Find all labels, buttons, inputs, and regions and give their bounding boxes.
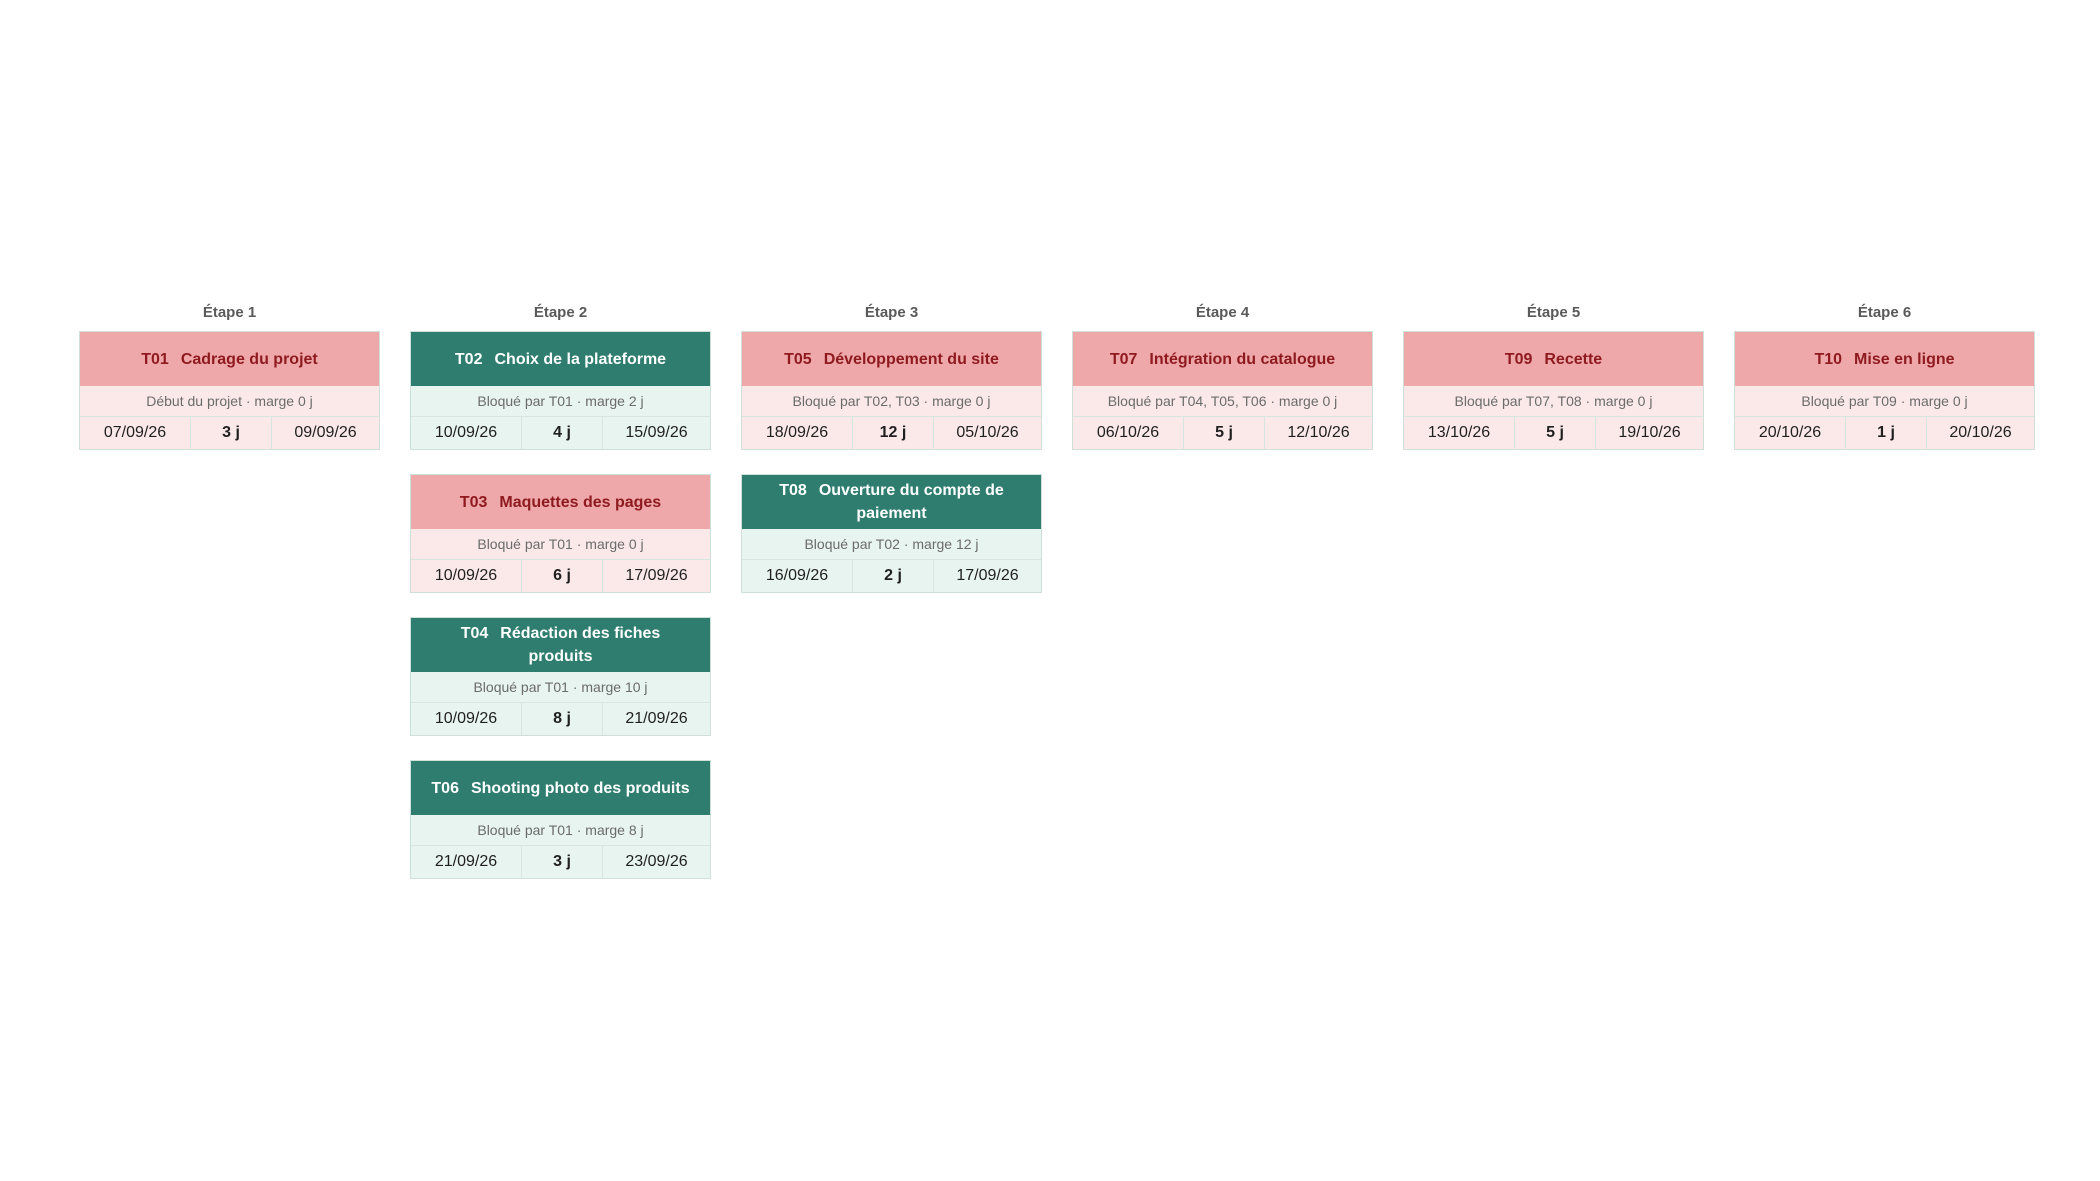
task-dates: 20/10/26 1 j 20/10/26 — [1735, 417, 2034, 449]
task-code: T07 — [1109, 350, 1138, 368]
task-dependency-info: Bloqué par T02, T03 · marge 0 j — [742, 386, 1041, 417]
task-name: Choix de la plateforme — [494, 350, 667, 368]
task-start-date: 16/09/26 — [742, 560, 853, 592]
task-start-date: 18/09/26 — [742, 417, 853, 449]
task-name: Shooting photo des produits — [470, 779, 690, 797]
task-dates: 07/09/26 3 j 09/09/26 — [80, 417, 379, 449]
task-card-t09[interactable]: T09 Recette Bloqué par T07, T08 · marge 0… — [1403, 331, 1704, 450]
task-start-date: 10/09/26 — [411, 417, 522, 449]
task-end-date: 12/10/26 — [1287, 424, 1350, 441]
task-name: Mise en ligne — [1854, 350, 1955, 368]
task-name: Maquettes des pages — [499, 493, 662, 511]
task-header: T07 Intégration du catalogue — [1073, 332, 1372, 386]
task-header: T03 Maquettes des pages — [411, 475, 710, 529]
task-duration: 8 j — [522, 703, 603, 735]
task-header: T10 Mise en ligne — [1735, 332, 2034, 386]
task-dates: 10/09/26 4 j 15/09/26 — [411, 417, 710, 449]
task-dates: 10/09/26 8 j 21/09/26 — [411, 703, 710, 735]
task-dependency-info: Bloqué par T01 · marge 0 j — [411, 529, 710, 560]
task-card-t06[interactable]: T06 Shooting photo des produits Bloqué pa… — [410, 760, 711, 879]
task-name: Intégration du catalogue — [1149, 350, 1336, 368]
task-end-date: 09/09/26 — [294, 424, 357, 441]
task-code: T04 — [460, 625, 489, 642]
task-duration: 4 j — [522, 417, 603, 449]
task-start-date: 20/10/26 — [1735, 417, 1846, 449]
task-dependency-info: Bloqué par T02 · marge 12 j — [742, 529, 1041, 560]
task-header: T06 Shooting photo des produits — [411, 761, 710, 815]
task-card-t07[interactable]: T07 Intégration du catalogue Bloqué par T… — [1072, 331, 1373, 450]
task-dependency-info: Bloqué par T01 · marge 8 j — [411, 815, 710, 846]
task-code: T01 — [141, 350, 169, 368]
task-start-date: 13/10/26 — [1404, 417, 1515, 449]
task-duration: 6 j — [522, 560, 603, 592]
task-end-date: 05/10/26 — [956, 424, 1019, 441]
task-dates: 13/10/26 5 j 19/10/26 — [1404, 417, 1703, 449]
task-duration: 3 j — [522, 846, 603, 878]
task-name: Cadrage du projet — [180, 350, 318, 368]
task-card-t03[interactable]: T03 Maquettes des pages Bloqué par T01 · … — [410, 474, 711, 593]
task-end-date: 23/09/26 — [625, 853, 688, 870]
task-duration: 12 j — [853, 417, 934, 449]
task-code: T09 — [1504, 350, 1533, 368]
task-code: T05 — [784, 350, 812, 368]
task-code: T02 — [454, 350, 483, 368]
task-start-date: 10/09/26 — [411, 560, 522, 592]
stage-label-5: Étape 5 — [1526, 304, 1581, 321]
task-card-t02[interactable]: T02 Choix de la plateforme Bloqué par T01… — [410, 331, 711, 450]
task-duration: 3 j — [191, 417, 272, 449]
task-header: T08 Ouverture du compte de paiement — [742, 475, 1041, 529]
task-dates: 06/10/26 5 j 12/10/26 — [1073, 417, 1372, 449]
task-name: Développement du site — [823, 350, 999, 368]
task-start-date: 06/10/26 — [1073, 417, 1184, 449]
stage-label-2: Étape 2 — [533, 304, 588, 321]
task-card-t08[interactable]: T08 Ouverture du compte de paiement Bloqu… — [741, 474, 1042, 593]
stage-label-1: Étape 1 — [202, 304, 257, 321]
task-code: T03 — [459, 493, 488, 511]
stage-label-6: Étape 6 — [1857, 304, 1912, 321]
stage-label-3: Étape 3 — [864, 304, 919, 321]
task-card-t05[interactable]: T05 Développement du site Bloqué par T02,… — [741, 331, 1042, 450]
task-duration: 5 j — [1184, 417, 1265, 449]
task-code: T06 — [431, 779, 459, 797]
task-duration: 5 j — [1515, 417, 1596, 449]
task-dates: 18/09/26 12 j 05/10/26 — [742, 417, 1041, 449]
task-card-t01[interactable]: T01 Cadrage du projet Début du projet · m… — [79, 331, 380, 450]
task-dates: 21/09/26 3 j 23/09/26 — [411, 846, 710, 878]
task-end-date: 21/09/26 — [625, 710, 688, 727]
task-duration: 1 j — [1846, 417, 1927, 449]
task-name: Ouverture du compte de paiement — [818, 482, 1004, 522]
task-header: T09 Recette — [1404, 332, 1703, 386]
task-dates: 16/09/26 2 j 17/09/26 — [742, 560, 1041, 592]
task-card-t04[interactable]: T04 Rédaction des fiches produits Bloqué … — [410, 617, 711, 736]
task-header: T04 Rédaction des fiches produits — [411, 618, 710, 672]
task-name: Recette — [1544, 350, 1603, 368]
task-dependency-info: Bloqué par T07, T08 · marge 0 j — [1404, 386, 1703, 417]
task-dates: 10/09/26 6 j 17/09/26 — [411, 560, 710, 592]
task-name: Rédaction des fiches produits — [500, 625, 661, 665]
task-start-date: 21/09/26 — [411, 846, 522, 878]
stage-label-4: Étape 4 — [1195, 304, 1250, 321]
task-header: T01 Cadrage du projet — [80, 332, 379, 386]
task-end-date: 20/10/26 — [1949, 424, 2012, 441]
task-end-date: 17/09/26 — [956, 567, 1019, 584]
task-code: T10 — [1814, 350, 1843, 368]
task-dependency-info: Début du projet · marge 0 j — [80, 386, 379, 417]
task-end-date: 15/09/26 — [625, 424, 688, 441]
task-start-date: 10/09/26 — [411, 703, 522, 735]
task-dependency-info: Bloqué par T09 · marge 0 j — [1735, 386, 2034, 417]
task-card-t10[interactable]: T10 Mise en ligne Bloqué par T09 · marge … — [1734, 331, 2035, 450]
task-dependency-info: Bloqué par T01 · marge 10 j — [411, 672, 710, 703]
task-end-date: 19/10/26 — [1618, 424, 1681, 441]
task-end-date: 17/09/26 — [625, 567, 688, 584]
task-dependency-info: Bloqué par T01 · marge 2 j — [411, 386, 710, 417]
task-duration: 2 j — [853, 560, 934, 592]
task-header: T05 Développement du site — [742, 332, 1041, 386]
task-header: T02 Choix de la plateforme — [411, 332, 710, 386]
task-dependency-info: Bloqué par T04, T05, T06 · marge 0 j — [1073, 386, 1372, 417]
task-code: T08 — [779, 482, 807, 499]
task-start-date: 07/09/26 — [80, 417, 191, 449]
